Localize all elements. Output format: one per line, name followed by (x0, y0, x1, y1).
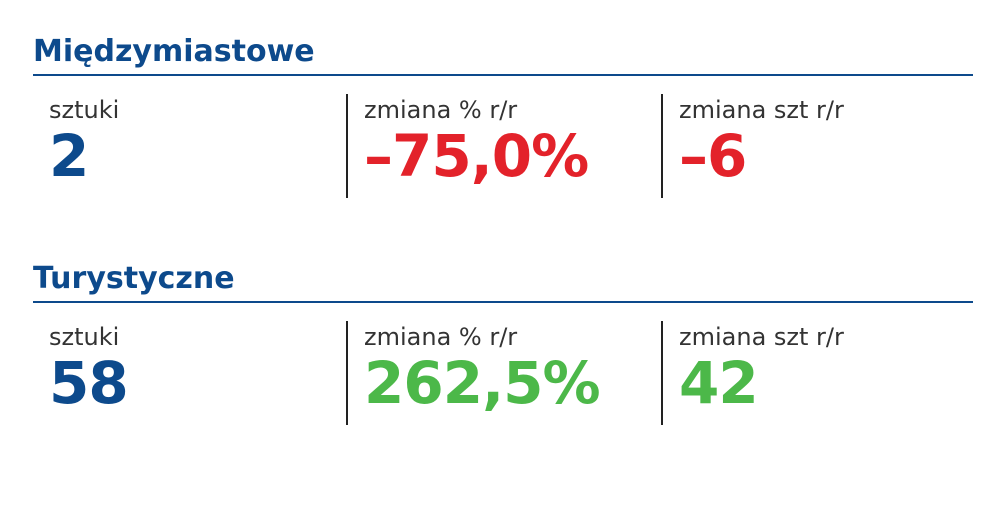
stat-label: zmiana szt r/r (679, 323, 844, 351)
section-title: Międzymiastowe (33, 30, 973, 76)
stat-cell: zmiana szt r/r –6 (661, 94, 973, 198)
stat-cell: sztuki 58 (33, 321, 346, 425)
stat-cell: zmiana % r/r –75,0% (346, 94, 661, 198)
section-title: Turystyczne (33, 257, 973, 303)
stat-label: zmiana % r/r (364, 323, 518, 351)
stat-value: 2 (49, 122, 89, 190)
stat-cell: sztuki 2 (33, 94, 346, 198)
stat-label: sztuki (49, 323, 120, 351)
stat-value: –6 (679, 122, 747, 190)
section: Turystyczne sztuki 58 zmiana % r/r 262,5% zmi… (33, 257, 973, 425)
stat-row: sztuki 58 zmiana % r/r 262,5% zmiana szt r/r… (33, 321, 973, 425)
stat-cell: zmiana % r/r 262,5% (346, 321, 661, 425)
stat-cell: zmiana szt r/r 42 (661, 321, 973, 425)
stat-value: 58 (49, 349, 129, 417)
stat-label: zmiana szt r/r (679, 96, 844, 124)
stat-label: zmiana % r/r (364, 96, 518, 124)
stat-value: –75,0% (364, 122, 589, 190)
stat-value: 42 (679, 349, 759, 417)
section: Międzymiastowe sztuki 2 zmiana % r/r –75,0% z… (33, 30, 973, 198)
stat-value: 262,5% (364, 349, 601, 417)
stat-row: sztuki 2 zmiana % r/r –75,0% zmiana szt r/r –… (33, 94, 973, 198)
stat-label: sztuki (49, 96, 120, 124)
